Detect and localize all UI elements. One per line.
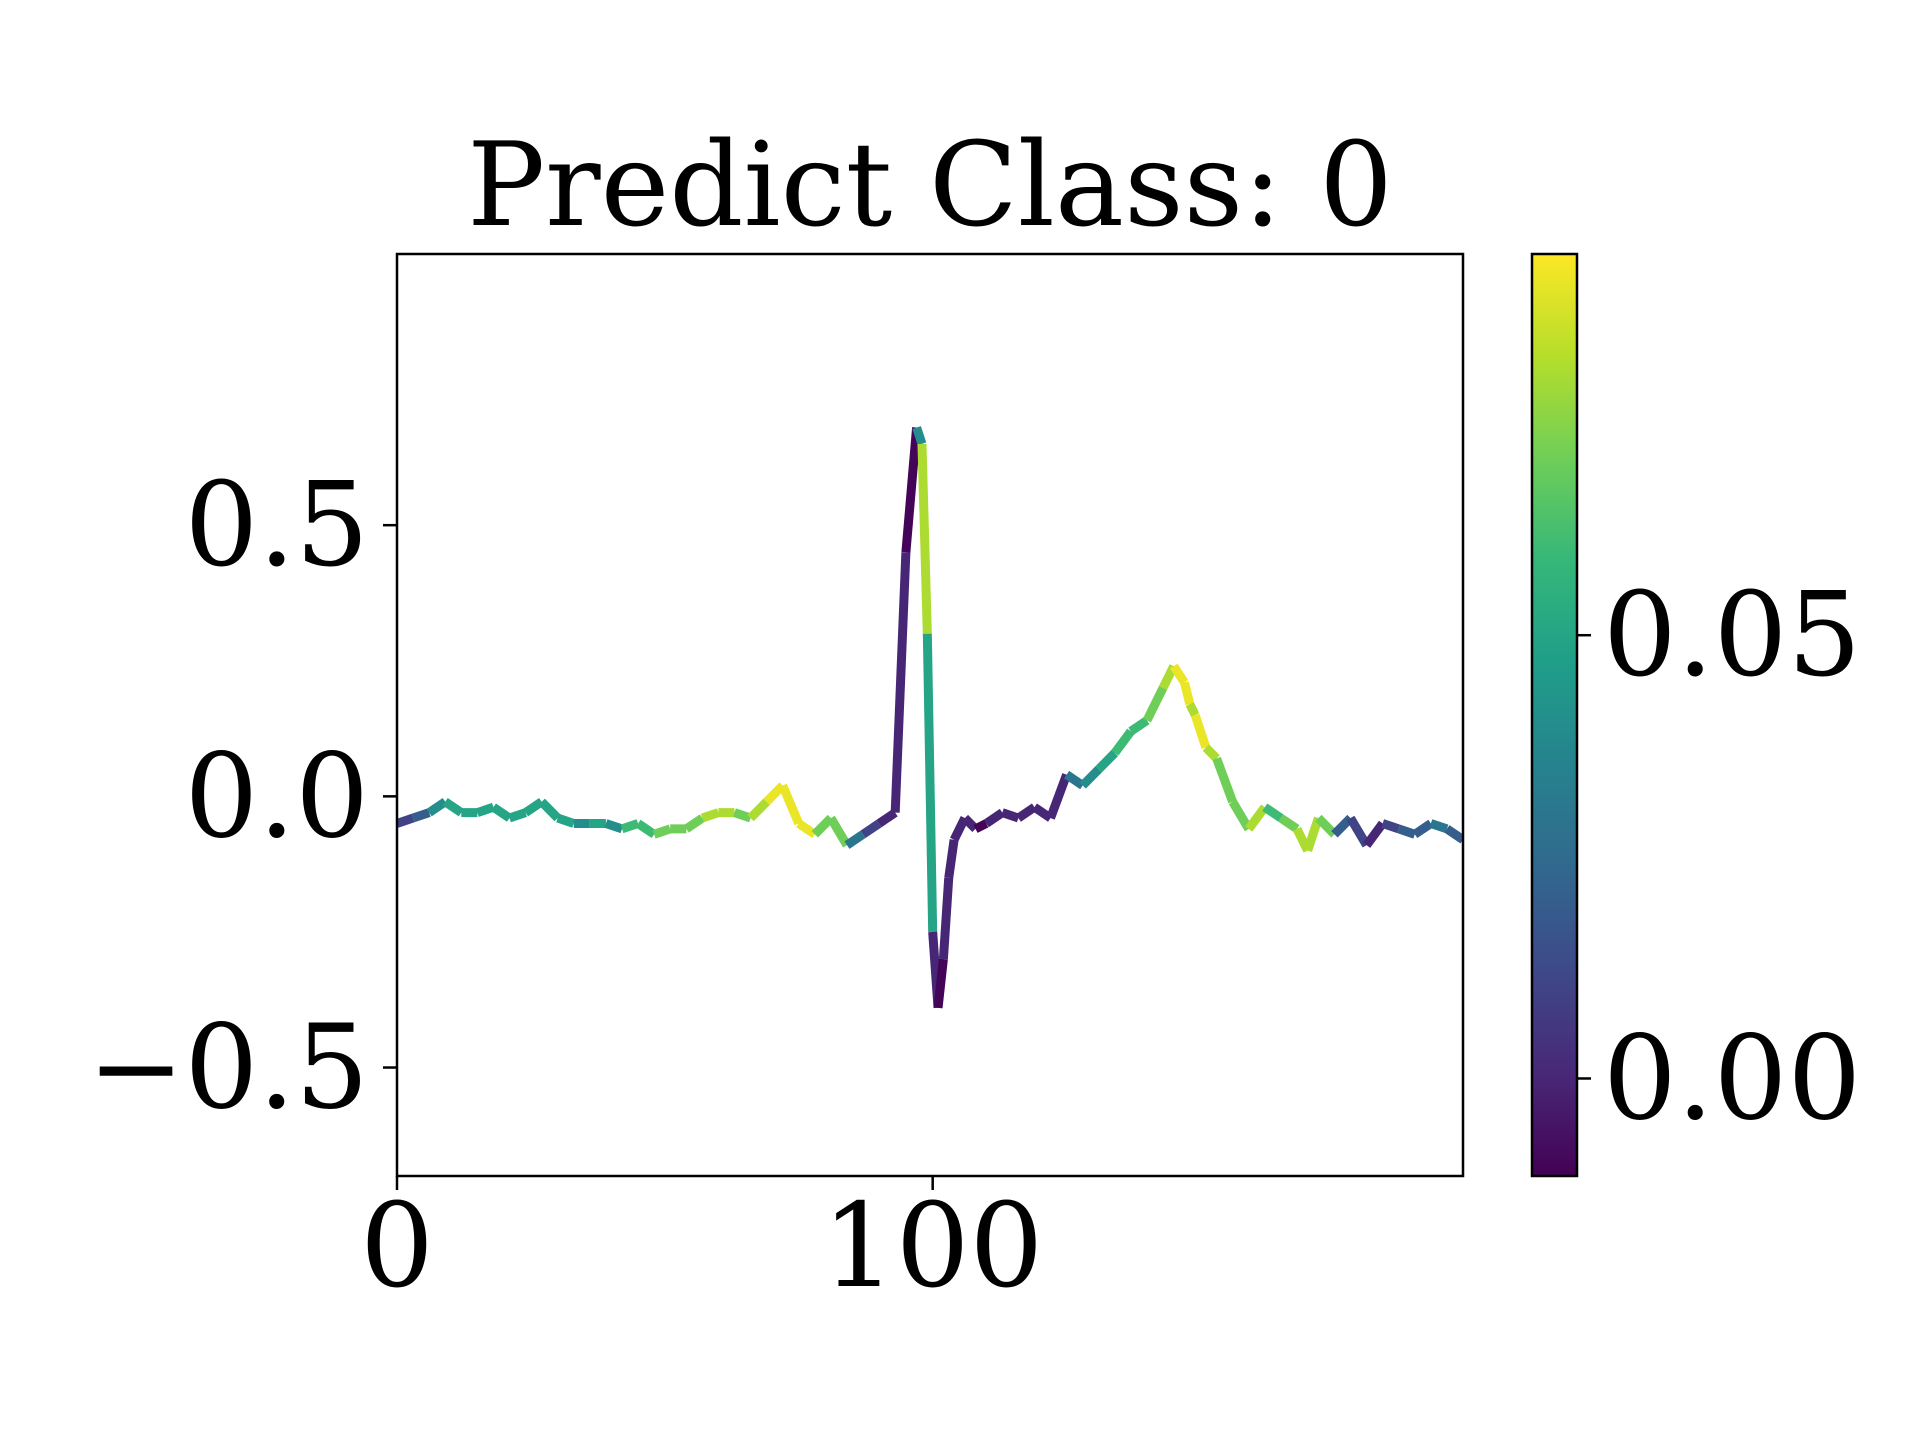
series-segment bbox=[922, 633, 938, 933]
series-segment bbox=[733, 808, 752, 823]
colorbar-tick-label: 0.05 bbox=[1603, 568, 1861, 703]
y-tick-label: −0.5 bbox=[87, 1001, 369, 1136]
series-segment bbox=[700, 808, 720, 823]
series-segment bbox=[1429, 819, 1449, 834]
y-axis: −0.5 0.0 0.5 bbox=[87, 458, 397, 1136]
series-segment bbox=[876, 808, 898, 828]
series-segment bbox=[917, 443, 932, 634]
plot-frame bbox=[395, 252, 1465, 1178]
series-segment bbox=[1245, 804, 1269, 832]
series-segment bbox=[1111, 728, 1135, 756]
series-segment bbox=[912, 426, 927, 446]
series-segment bbox=[933, 958, 948, 1009]
series-segment bbox=[1412, 819, 1434, 839]
series-segment bbox=[490, 803, 513, 822]
series-segment bbox=[1381, 819, 1401, 834]
series-segment bbox=[844, 830, 866, 849]
colorbar-fill bbox=[1532, 254, 1577, 1176]
attribution-series bbox=[397, 426, 1463, 1009]
chart-title: Predict Class: 0 bbox=[467, 118, 1393, 253]
series-segment bbox=[508, 808, 528, 823]
series-segment bbox=[1015, 803, 1037, 822]
series-segment bbox=[620, 819, 640, 834]
series-segment bbox=[827, 815, 851, 848]
series-segment bbox=[961, 814, 979, 833]
series-segment bbox=[1095, 749, 1119, 773]
series-segment bbox=[747, 798, 770, 822]
series-segment bbox=[1185, 702, 1200, 717]
x-axis: 0 100 bbox=[360, 1176, 1043, 1314]
colorbar-axis: 0.00 0.05 bbox=[1577, 568, 1861, 1146]
series-segment bbox=[1079, 766, 1102, 789]
colorbar-frame bbox=[1530, 252, 1579, 1178]
series-segment bbox=[901, 427, 922, 553]
series-segment bbox=[1278, 814, 1300, 833]
plot-area: 0 100 −0.5 0.0 0.5 bbox=[87, 252, 1465, 1314]
series-segment bbox=[1444, 825, 1463, 844]
series-segment bbox=[1046, 773, 1071, 820]
x-tick-label: 100 bbox=[822, 1179, 1043, 1314]
series-segment bbox=[796, 819, 818, 839]
series-segment bbox=[523, 798, 545, 817]
y-tick-label: 0.0 bbox=[185, 729, 369, 864]
series-segment bbox=[1202, 744, 1220, 762]
colorbar-tick-label: 0.00 bbox=[1603, 1011, 1861, 1146]
series-segment bbox=[1169, 663, 1189, 685]
series-segment bbox=[1142, 685, 1168, 723]
series-segment bbox=[1228, 799, 1253, 832]
series-segment bbox=[604, 819, 624, 834]
series-segment bbox=[475, 802, 495, 817]
series-segment bbox=[442, 798, 464, 817]
y-tick-label: 0.5 bbox=[185, 458, 369, 593]
series-segment bbox=[1128, 716, 1150, 736]
series-segment bbox=[1262, 803, 1284, 822]
series-segment bbox=[983, 808, 1005, 828]
series-segment bbox=[426, 798, 448, 817]
series-segment bbox=[411, 808, 431, 823]
series-segment bbox=[938, 877, 954, 960]
series-segment bbox=[1397, 824, 1417, 839]
series-segment bbox=[1346, 815, 1371, 848]
colorbar: 0.00 0.05 bbox=[1530, 252, 1861, 1178]
series-segment bbox=[652, 824, 672, 839]
series-segment bbox=[1000, 808, 1020, 823]
series-segment bbox=[538, 798, 561, 822]
series-segment bbox=[1180, 681, 1195, 706]
series-segment bbox=[1064, 770, 1086, 790]
series-segment bbox=[973, 819, 989, 833]
series-segment bbox=[1303, 816, 1323, 852]
series-segment bbox=[944, 839, 959, 879]
series-segment bbox=[1190, 713, 1211, 749]
series-segment bbox=[556, 813, 576, 828]
series-segment bbox=[1212, 756, 1237, 804]
series-segment bbox=[683, 814, 705, 833]
series-segment bbox=[635, 819, 657, 839]
x-tick-label: 0 bbox=[360, 1179, 434, 1314]
series-segment bbox=[1362, 820, 1387, 848]
series-segment bbox=[890, 552, 911, 813]
series-segment bbox=[397, 813, 415, 828]
series-segment bbox=[778, 783, 803, 826]
series-segment bbox=[860, 819, 882, 839]
